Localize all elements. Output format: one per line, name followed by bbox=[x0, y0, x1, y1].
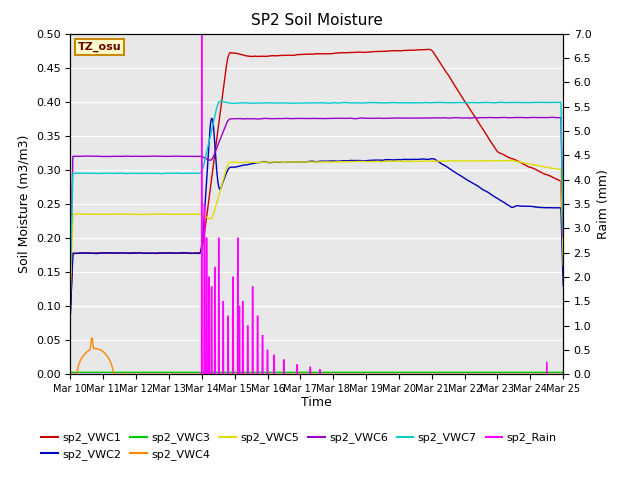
Y-axis label: Raim (mm): Raim (mm) bbox=[597, 169, 610, 239]
Title: SP2 Soil Moisture: SP2 Soil Moisture bbox=[251, 13, 383, 28]
Text: TZ_osu: TZ_osu bbox=[78, 42, 122, 52]
X-axis label: Time: Time bbox=[301, 396, 332, 408]
Legend: sp2_VWC1, sp2_VWC2, sp2_VWC3, sp2_VWC4, sp2_VWC5, sp2_VWC6, sp2_VWC7, sp2_Rain: sp2_VWC1, sp2_VWC2, sp2_VWC3, sp2_VWC4, … bbox=[36, 428, 561, 464]
Y-axis label: Soil Moisture (m3/m3): Soil Moisture (m3/m3) bbox=[17, 135, 30, 273]
